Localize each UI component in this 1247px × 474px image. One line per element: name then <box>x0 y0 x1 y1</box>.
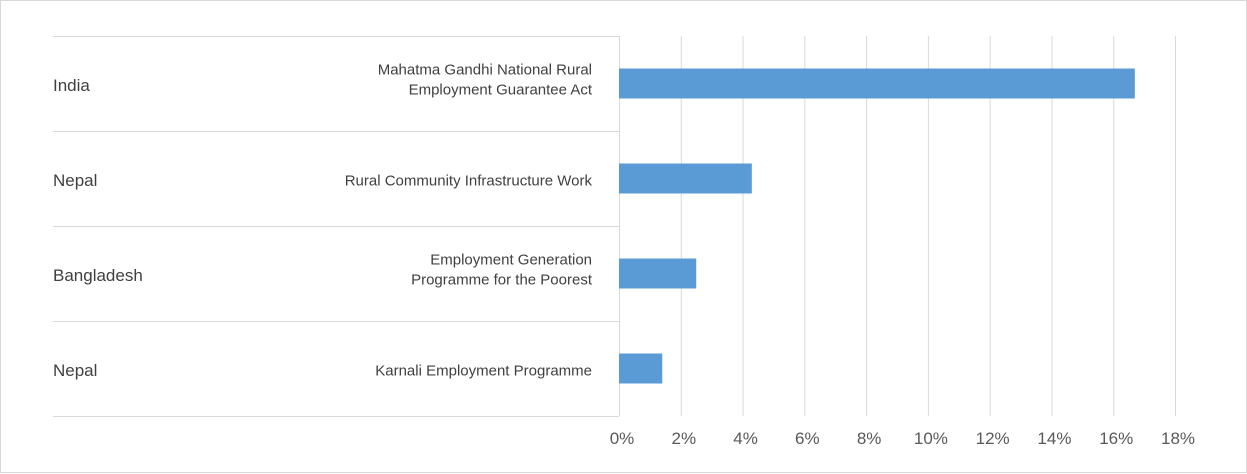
programme-label: Employment Guarantee Act <box>409 81 593 98</box>
country-label: Nepal <box>53 171 97 190</box>
country-label: Bangladesh <box>53 266 143 285</box>
country-label: India <box>53 76 90 95</box>
country-label: Nepal <box>53 361 97 380</box>
bar <box>619 258 697 289</box>
bar <box>619 353 663 384</box>
x-tick-label: 16% <box>1099 429 1133 448</box>
programme-label: Employment Generation <box>430 251 592 268</box>
programme-label: Programme for the Poorest <box>411 271 593 288</box>
x-tick-label: 4% <box>733 429 758 448</box>
x-tick-label: 2% <box>671 429 696 448</box>
x-tick-label: 12% <box>976 429 1010 448</box>
x-tick-label: 10% <box>914 429 948 448</box>
x-tick-label: 18% <box>1161 429 1195 448</box>
x-tick-label: 14% <box>1037 429 1071 448</box>
programme-label: Rural Community Infrastructure Work <box>345 172 593 189</box>
programme-label: Karnali Employment Programme <box>375 362 592 379</box>
x-tick-label: 0% <box>610 429 635 448</box>
x-tick-label: 6% <box>795 429 820 448</box>
bar <box>619 163 752 194</box>
bar <box>619 68 1135 99</box>
x-tick-label: 8% <box>857 429 882 448</box>
programme-label: Mahatma Gandhi National Rural <box>378 61 592 78</box>
